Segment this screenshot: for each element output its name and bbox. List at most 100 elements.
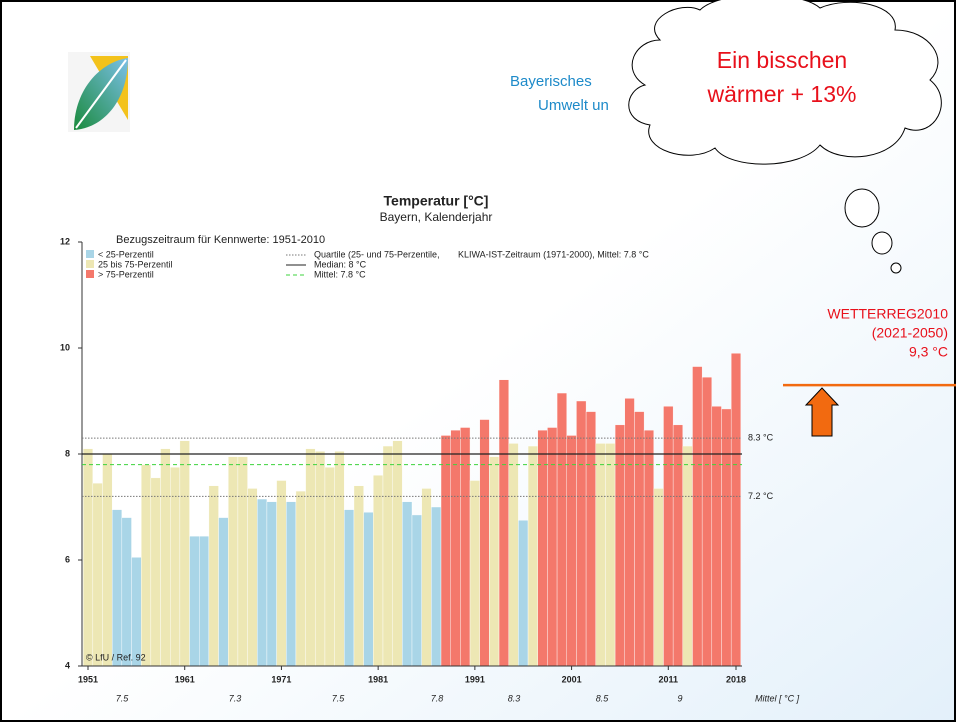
bar [479, 419, 490, 667]
header-text: Bayerisches [510, 73, 592, 90]
header-text: Umwelt un [538, 97, 609, 114]
decade-mean: 7.3 [229, 693, 242, 703]
bar [131, 557, 142, 667]
bar [286, 501, 297, 667]
legend-label: 25 bis 75-Perzentil [98, 259, 173, 269]
bar [469, 480, 480, 667]
legend-label: Mittel: 7.8 °C [314, 269, 366, 279]
credit: © LfU / Ref. 92 [86, 652, 146, 662]
bar [179, 440, 190, 667]
bar [489, 456, 500, 667]
bar [411, 514, 422, 667]
bar [315, 451, 326, 667]
bar [614, 424, 625, 667]
bar [121, 517, 132, 667]
bar [344, 509, 355, 667]
bar [527, 445, 538, 667]
bar [247, 488, 258, 667]
bar [556, 392, 567, 667]
thought-cloud [628, 0, 942, 274]
bar [672, 424, 684, 667]
bar [305, 448, 316, 667]
legend-label: Median: 8 °C [314, 259, 367, 269]
chart: 4 6 8 10 12 1951 1961 1971 1981 1991 2001 2011 2018 7… [60, 193, 956, 703]
bar [102, 453, 113, 667]
bar [605, 443, 616, 667]
bar [585, 411, 596, 667]
bar [537, 429, 548, 667]
bar [150, 477, 161, 667]
y-tick-label: 6 [65, 554, 70, 564]
bar [566, 435, 577, 667]
cloud-text: Ein bisschen [717, 47, 847, 73]
bar [334, 451, 345, 667]
bar [276, 480, 287, 667]
bar [218, 517, 229, 667]
bar [701, 376, 713, 667]
arrow [804, 387, 840, 437]
bar [692, 366, 703, 667]
bar [295, 490, 306, 667]
bar [518, 520, 529, 667]
y-tick-label: 10 [60, 342, 70, 352]
decade-mean: 8.5 [596, 693, 610, 703]
projection-label: 9,3 °C [909, 344, 948, 360]
bar [460, 427, 471, 667]
legend-swatch [86, 260, 94, 268]
y-tick-label: 8 [65, 448, 70, 458]
chart-subtitle: Bayern, Kalenderjahr [380, 210, 493, 224]
bar [440, 435, 451, 667]
bar [682, 445, 693, 667]
x-tick-label: 1981 [368, 674, 388, 684]
bar [392, 440, 403, 667]
bar [711, 406, 722, 667]
reference-period: Bezugszeitraum für Kennwerte: 1951-2010 [116, 234, 325, 246]
bar [431, 506, 442, 667]
bar [353, 485, 364, 667]
bar [189, 535, 200, 667]
chart-title: Temperatur [°C] [384, 193, 489, 209]
bar [199, 535, 210, 667]
bar [450, 429, 461, 667]
bar [508, 443, 519, 667]
legend-label: > 75-Perzentil [98, 269, 154, 279]
legend-label: Quartile (25- und 75-Perzentile, [314, 249, 440, 259]
x-tick-label: 2018 [726, 674, 746, 684]
bar [266, 501, 277, 667]
bar [228, 456, 239, 667]
bar [208, 485, 219, 667]
bar [547, 427, 558, 667]
bar [421, 488, 432, 667]
bar [111, 509, 123, 667]
y-tick-label: 12 [60, 236, 70, 246]
logo [68, 52, 130, 132]
bar [82, 448, 94, 667]
x-tick-label: 1971 [271, 674, 291, 684]
bar [643, 429, 654, 667]
bar [257, 498, 268, 667]
x-tick-label: 2011 [659, 674, 679, 684]
x-tick-label: 1961 [175, 674, 195, 684]
bar [363, 512, 374, 667]
bar [663, 406, 674, 667]
quartile-label: 7.2 °C [748, 491, 774, 501]
decade-mean: 7.5 [332, 693, 346, 703]
legend-swatch [86, 250, 94, 258]
bar [721, 408, 732, 667]
decade-mean: 7.5 [116, 693, 130, 703]
legend-note: KLIWA-IST-Zeitraum (1971-2000), Mittel: … [458, 249, 649, 259]
bar [498, 379, 509, 667]
bar [237, 456, 248, 667]
legend-swatch [86, 270, 94, 278]
bar [324, 467, 335, 667]
decade-mean: 8.3 [508, 693, 521, 703]
bar [382, 445, 393, 667]
bar [402, 501, 413, 667]
y-tick-label: 4 [65, 660, 70, 670]
bar [634, 411, 645, 667]
bar [92, 482, 103, 667]
decade-mean: 7.8 [431, 693, 444, 703]
projection-label: (2021-2050) [872, 325, 948, 341]
cloud-text: wärmer + 13% [707, 81, 857, 107]
quartile-label: 8.3 °C [748, 432, 774, 442]
